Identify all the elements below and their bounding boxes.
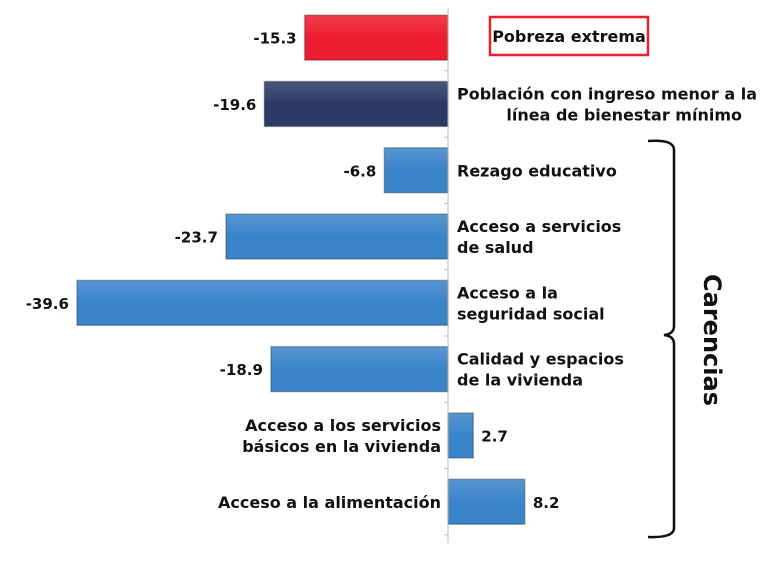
category-label-4-line-0: Acceso a la	[457, 283, 558, 302]
carencias-bracket	[647, 139, 676, 539]
category-label-5-line-1: de la vivienda	[457, 371, 583, 390]
category-label-5-line-0: Calidad y espacios	[457, 350, 624, 369]
carencias-label: Carencias	[698, 274, 726, 406]
category-label-6-line-0: Acceso a los servicios	[245, 416, 441, 435]
category-label-3-line-0: Acceso a servicios	[457, 217, 621, 236]
bar-4	[76, 279, 449, 327]
bar-2	[383, 147, 449, 194]
bar-5	[270, 345, 449, 393]
category-label-0: Pobreza extrema	[492, 27, 646, 46]
pobreza-extrema-highlight-box	[488, 15, 650, 57]
bar-1	[263, 80, 449, 128]
category-label-1-line-1: línea de bienestar mínimo	[506, 105, 742, 124]
bar-3	[225, 213, 449, 260]
value-label-7: 8.2	[533, 494, 560, 512]
category-label-6-line-1: básicos en la vivienda	[242, 437, 441, 456]
category-label-1-line-0: Población con ingreso menor a la	[457, 84, 757, 103]
value-label-6: 2.7	[481, 427, 508, 445]
value-label-3: -23.7	[175, 229, 218, 247]
value-label-4: -39.6	[26, 295, 69, 313]
bar-0	[303, 14, 449, 61]
bar-7	[447, 478, 526, 525]
category-label-7-line-0: Acceso a la alimentación	[218, 493, 441, 512]
category-label-2-line-0: Rezago educativo	[457, 161, 617, 180]
category-label-4-line-1: seguridad social	[457, 304, 605, 323]
bar-6	[447, 412, 475, 459]
value-label-0: -15.3	[253, 30, 296, 48]
value-label-2: -6.8	[343, 162, 376, 180]
value-label-5: -18.9	[220, 361, 263, 379]
category-label-3-line-1: de salud	[457, 238, 534, 257]
value-label-1: -19.6	[213, 96, 256, 114]
